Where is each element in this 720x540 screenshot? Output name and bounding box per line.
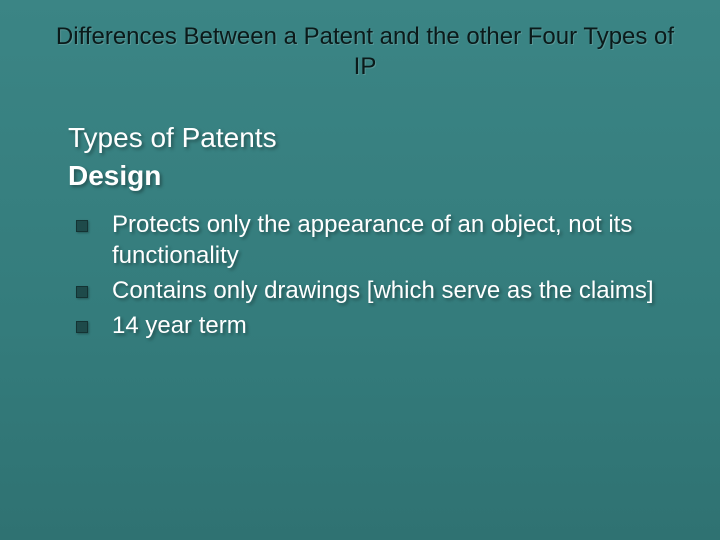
bullet-text: 14 year term bbox=[112, 310, 247, 341]
bullet-text: Protects only the appearance of an objec… bbox=[112, 209, 680, 271]
list-item: Protects only the appearance of an objec… bbox=[76, 209, 680, 271]
square-bullet-icon bbox=[76, 286, 88, 298]
bullet-text: Contains only drawings [which serve as t… bbox=[112, 275, 654, 306]
slide-title: Differences Between a Patent and the oth… bbox=[50, 22, 680, 82]
square-bullet-icon bbox=[76, 220, 88, 232]
square-bullet-icon bbox=[76, 321, 88, 333]
content-design-heading: Design bbox=[68, 158, 680, 194]
content-subtitle: Types of Patents bbox=[68, 120, 680, 156]
slide-content: Types of Patents Design Protects only th… bbox=[68, 120, 680, 346]
list-item: Contains only drawings [which serve as t… bbox=[76, 275, 680, 306]
slide: Differences Between a Patent and the oth… bbox=[0, 0, 720, 540]
bullet-list: Protects only the appearance of an objec… bbox=[76, 209, 680, 342]
list-item: 14 year term bbox=[76, 310, 680, 341]
